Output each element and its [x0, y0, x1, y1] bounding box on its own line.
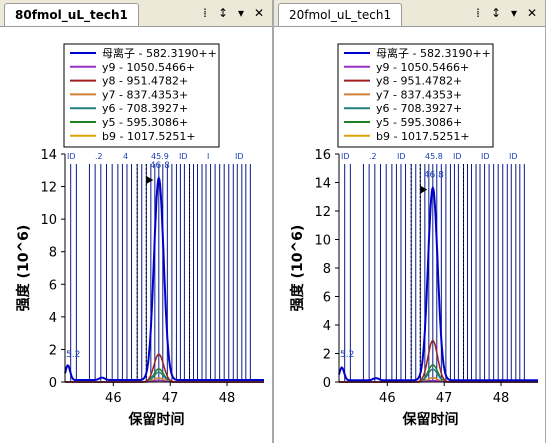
y-tick-label: 4 [49, 311, 57, 326]
series-line [64, 175, 264, 381]
tab-bar: 80fmol_uL_tech1 ⁞ ↕ ▾ ✕ [0, 0, 272, 27]
menu-dropdown-icon[interactable]: ▾ [510, 6, 518, 20]
close-icon[interactable]: ✕ [253, 6, 265, 20]
y-tick-label: 4 [323, 319, 331, 334]
y-tick-label: 10 [40, 213, 57, 228]
legend-entry: y5 - 595.3086+ [102, 116, 188, 129]
legend-entry: 母离子 - 582.3190++ [102, 46, 217, 60]
chromatogram-chart: 母离子 - 582.3190++y9 - 1050.5466+y8 - 951.… [289, 43, 538, 428]
y-tick-label: 12 [40, 181, 57, 196]
y-tick-label: 2 [49, 343, 57, 358]
grip-icon[interactable]: ⁞ [203, 6, 207, 20]
chromatogram-pane-20fmol: 20fmol_uL_tech1 ⁞ ↕ ▾ ✕ 母离子 - 582.3190++… [273, 0, 546, 443]
legend-entry: y6 - 708.3927+ [102, 102, 188, 115]
y-tick-label: 6 [323, 291, 331, 306]
pane-controls: ⁞ ↕ ▾ ✕ [198, 4, 266, 22]
id-label: ID [179, 152, 188, 161]
x-tick-label: 48 [219, 391, 236, 406]
id-label: I [207, 152, 209, 161]
legend-entry: y9 - 1050.5466+ [102, 61, 195, 74]
tab-80fmol[interactable]: 80fmol_uL_tech1 [4, 3, 139, 26]
legend-entry: b9 - 1017.5251+ [376, 130, 470, 143]
pin-icon[interactable]: ↕ [490, 6, 502, 20]
chromatogram-pane-80fmol: 80fmol_uL_tech1 ⁞ ↕ ▾ ✕ 母离子 - 582.3190++… [0, 0, 273, 443]
peak-label: 46.8 [424, 171, 444, 181]
tab-bar: 20fmol_uL_tech1 ⁞ ↕ ▾ ✕ [274, 0, 545, 27]
y-tick-label: 6 [49, 278, 57, 293]
grip-icon[interactable]: ⁞ [476, 6, 480, 20]
start-label: 5.2 [340, 350, 354, 360]
id-label: ID [235, 152, 244, 161]
peak-marker-icon [420, 185, 428, 194]
id-label: ID [453, 152, 462, 161]
legend-entry: y9 - 1050.5466+ [376, 61, 469, 74]
legend-entry: b9 - 1017.5251+ [102, 130, 196, 143]
y-tick-label: 16 [314, 148, 331, 163]
id-label: ID [341, 152, 350, 161]
id-label: ID [509, 152, 518, 161]
y-axis-label: 强度 (10^6) [289, 225, 306, 312]
peak-label: 46.8 [150, 161, 170, 171]
legend-entry: y8 - 951.4782+ [102, 75, 188, 88]
y-tick-label: 2 [323, 348, 331, 363]
x-tick-label: 46 [379, 391, 396, 406]
id-label: 45.8 [425, 152, 443, 161]
legend-entry: 母离子 - 582.3190++ [376, 46, 491, 60]
series-line [338, 185, 538, 382]
x-tick-label: 46 [105, 391, 122, 406]
y-tick-label: 0 [49, 376, 57, 391]
id-label: .2 [369, 152, 377, 161]
legend-entry: y8 - 951.4782+ [376, 75, 462, 88]
y-tick-label: 8 [323, 262, 331, 277]
y-tick-label: 14 [40, 148, 57, 163]
legend-entry: y5 - 595.3086+ [376, 116, 462, 129]
id-label: ID [397, 152, 406, 161]
legend: 母离子 - 582.3190++y9 - 1050.5466+y8 - 951.… [63, 43, 220, 148]
y-tick-label: 14 [314, 177, 331, 192]
y-tick-label: 8 [49, 246, 57, 261]
menu-dropdown-icon[interactable]: ▾ [237, 6, 245, 20]
id-label: ID [481, 152, 490, 161]
legend-box [337, 43, 494, 148]
y-tick-label: 0 [323, 376, 331, 391]
legend-entry: y6 - 708.3927+ [376, 102, 462, 115]
legend-entry: y7 - 837.4353+ [102, 88, 188, 101]
close-icon[interactable]: ✕ [526, 6, 538, 20]
legend-box [63, 43, 220, 148]
id-label: 4 [123, 152, 128, 161]
legend-entry: y7 - 837.4353+ [376, 88, 462, 101]
pin-icon[interactable]: ↕ [217, 6, 229, 20]
y-axis-label: 强度 (10^6) [15, 225, 32, 312]
y-tick-label: 12 [314, 205, 331, 220]
x-axis-label: 保留时间 [128, 411, 185, 428]
id-label: 45.9 [151, 152, 169, 161]
x-tick-label: 47 [436, 391, 453, 406]
y-tick-label: 10 [314, 234, 331, 249]
x-tick-label: 47 [162, 391, 179, 406]
x-axis-label: 保留时间 [402, 411, 459, 428]
pane-controls: ⁞ ↕ ▾ ✕ [471, 4, 539, 22]
x-tick-label: 48 [493, 391, 510, 406]
peak-marker-icon [146, 176, 154, 185]
chromatogram-chart: 母离子 - 582.3190++y9 - 1050.5466+y8 - 951.… [15, 43, 264, 428]
tab-20fmol[interactable]: 20fmol_uL_tech1 [278, 3, 403, 26]
id-label: ID [67, 152, 76, 161]
start-label: 5.2 [66, 350, 80, 360]
id-label: .2 [95, 152, 103, 161]
legend: 母离子 - 582.3190++y9 - 1050.5466+y8 - 951.… [337, 43, 494, 148]
